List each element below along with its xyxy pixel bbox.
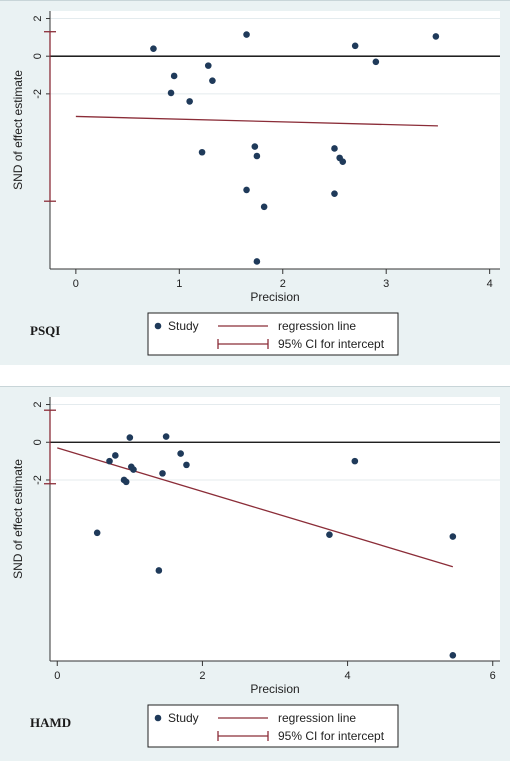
chart1-y-tick-label: 2	[32, 15, 44, 21]
chart2-outcome-tag: HAMD	[30, 715, 71, 730]
chart1-legend-study-label: Study	[168, 319, 199, 333]
chart2-regression-line	[57, 447, 454, 568]
chart1-legend-ci-label: 95% CI for intercept	[278, 337, 385, 351]
chart2-legend-ci-label: 95% CI for intercept	[278, 729, 385, 743]
chart1-study-point-10	[253, 152, 261, 160]
chart2-x-tick-label: 6	[490, 670, 496, 682]
chart1-x-tick-label: 4	[487, 278, 493, 290]
chart1-study-point-18	[351, 42, 359, 50]
chart2-study-point-16	[449, 533, 457, 540]
chart2-y-tick-label: -2	[32, 475, 44, 485]
chart1-study-point-13	[253, 258, 261, 265]
chart2-study-point-10	[159, 470, 166, 477]
chart1-study-point-14	[331, 145, 338, 152]
hamd-funnel-chart: 2 0 -2 0 2 4 6 Precision SND of effect estimate H…	[11, 397, 500, 748]
chart1-study-point-7	[198, 148, 206, 156]
chart1-legend-regression-label: regression line	[278, 319, 356, 333]
chart1-regression-line	[75, 115, 438, 127]
chart2-plot-area	[50, 397, 500, 661]
chart2-study-point-13	[183, 461, 190, 469]
chart1-x-tick-label: 3	[383, 278, 389, 290]
chart2-legend-study-label: Study	[168, 711, 199, 725]
chart1-plot-area	[50, 11, 500, 269]
chart2-legend-regression-label: regression line	[278, 711, 356, 725]
chart1-study-point-12	[260, 203, 268, 211]
chart1-study-point-9	[251, 143, 259, 150]
chart1-legend-study-marker	[154, 322, 162, 330]
chart1-x-tick-label: 1	[176, 278, 182, 290]
chart2-x-tick-label: 4	[345, 670, 351, 682]
chart1-outcome-tag: PSQI	[30, 323, 60, 338]
chart1-study-point-1	[150, 45, 157, 52]
chart2-study-point-12	[177, 450, 184, 457]
chart1-x-tick-label: 0	[73, 278, 79, 290]
chart2-study-point-11	[162, 433, 170, 440]
chart2-study-point-3	[112, 452, 119, 459]
chart1-y-tick-label: 0	[32, 53, 44, 59]
chart2-study-point-8	[130, 466, 137, 473]
chart2-x-axis-label: Precision	[250, 682, 299, 696]
chart1-study-point-2	[170, 72, 178, 80]
chart2-study-point-1	[93, 529, 101, 537]
chart1-study-point-6	[209, 77, 216, 84]
psqi-panel: 2 0 -2 0 1 2 3 4 Precision SND of effect estimate…	[0, 0, 510, 365]
chart2-legend-box	[147, 704, 399, 748]
chart1-study-point-4	[186, 98, 193, 105]
chart1-study-point-5	[204, 62, 212, 69]
chart2-y-tick-label: 0	[32, 439, 44, 445]
chart2-study-point-2	[106, 457, 113, 465]
chart1-y-axis-label: SND of effect estimate	[11, 70, 25, 190]
chart1-study-point-8	[243, 31, 250, 38]
chart2-x-tick-label: 0	[54, 670, 60, 682]
chart2-study-point-9	[155, 567, 163, 574]
chart1-study-point-20	[432, 33, 440, 40]
chart1-study-point-17	[331, 190, 338, 197]
chart2-x-tick-label: 2	[199, 670, 205, 682]
chart2-study-point-14	[326, 531, 333, 538]
chart2-study-point-6	[126, 434, 134, 441]
chart1-legend-box	[147, 312, 399, 356]
chart2-y-tick-label: 2	[32, 401, 44, 407]
hamd-panel: 2 0 -2 0 2 4 6 Precision SND of effect estimate H…	[0, 386, 510, 761]
chart1-study-point-3	[167, 89, 175, 97]
chart2-y-axis-label: SND of effect estimate	[11, 459, 25, 579]
psqi-funnel-chart: 2 0 -2 0 1 2 3 4 Precision SND of effect estimate…	[11, 11, 500, 356]
chart2-study-point-17	[449, 652, 457, 659]
chart1-study-point-19	[372, 58, 380, 66]
chart1-x-tick-label: 2	[280, 278, 286, 290]
chart1-study-point-16	[339, 158, 347, 165]
chart2-study-point-15	[351, 457, 359, 465]
chart2-study-point-5	[122, 478, 130, 486]
chart2-legend-study-marker	[154, 714, 162, 722]
chart1-study-point-11	[243, 186, 250, 194]
chart1-y-tick-label: -2	[32, 89, 44, 99]
chart1-x-axis-label: Precision	[250, 290, 299, 304]
